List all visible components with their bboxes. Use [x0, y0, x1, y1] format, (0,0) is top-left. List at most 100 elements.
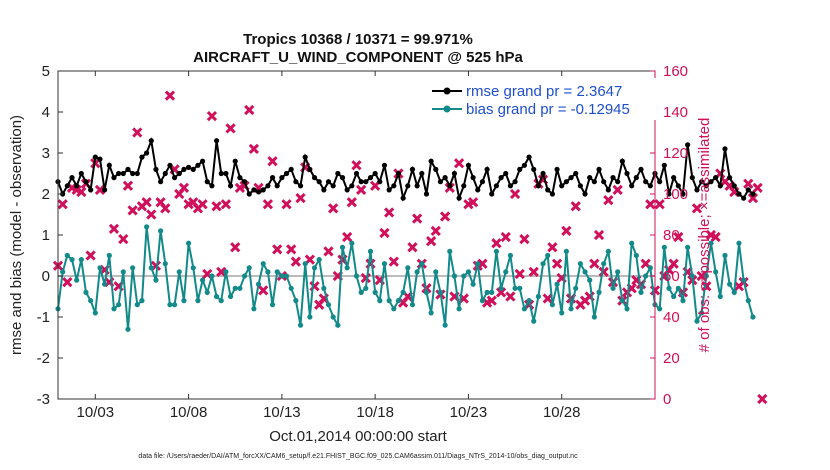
obs-assimilated-marker [528, 266, 539, 278]
obs-x-core [639, 282, 644, 287]
rmse-point [69, 175, 75, 181]
bias-point [283, 273, 290, 279]
obs-assimilated-marker [412, 213, 423, 224]
bias-point [251, 306, 257, 312]
bias-point [64, 252, 70, 259]
bias-point [680, 298, 686, 304]
obs-assimilated-marker [206, 110, 218, 122]
bias-point [643, 273, 649, 279]
rmse-point [680, 191, 686, 197]
bias-point [610, 285, 616, 291]
bias-point [125, 326, 131, 332]
obs-x-core [503, 235, 508, 240]
obs-assimilated-marker [127, 205, 138, 216]
obs-x-core [284, 202, 289, 207]
obs-assimilated-marker [370, 180, 381, 191]
rmse-point [153, 166, 159, 172]
y2-tick-label: 20 [663, 350, 680, 367]
obs-assimilated-marker [178, 182, 190, 193]
rmse-point [619, 158, 625, 164]
bias-point [223, 269, 229, 275]
bias-point [372, 289, 378, 295]
bias-point [92, 310, 98, 316]
obs-x-core [368, 261, 373, 266]
rmse-point [269, 175, 276, 181]
obs-assimilated-marker [220, 199, 232, 210]
obs-x-core [597, 233, 602, 237]
obs-x-core [326, 249, 331, 254]
obs-assimilated-marker [561, 225, 572, 237]
rmse-point [241, 179, 248, 185]
rmse-point [246, 191, 252, 197]
rmse-point [624, 170, 630, 177]
obs-x-core [209, 114, 214, 119]
rmse-point [293, 179, 299, 185]
bias-point [717, 293, 723, 300]
bias-point [507, 252, 514, 259]
rmse-point [745, 187, 751, 193]
rmse-point [144, 150, 150, 156]
rmse-point [699, 179, 705, 185]
obs-x-core [443, 214, 448, 219]
obs-x-core [727, 183, 732, 188]
obs-assimilated-marker [248, 143, 260, 155]
obs-assimilated-marker [640, 258, 651, 269]
bias-point [633, 252, 639, 259]
rmse-point [717, 183, 723, 189]
obs-x-core [181, 185, 186, 190]
obs-x-core [750, 196, 755, 201]
obs-x-core [275, 247, 280, 252]
obs-x-core [69, 185, 74, 190]
bias-point [381, 261, 388, 267]
bias-point [218, 298, 224, 304]
rmse-point [465, 162, 472, 168]
rmse-point [591, 179, 597, 185]
rmse-series [55, 136, 756, 202]
rmse-point [447, 183, 453, 189]
bias-point [391, 306, 397, 312]
bias-point [470, 281, 476, 287]
y2-tick-label: 140 [663, 104, 688, 121]
y-tick-label: 1 [42, 227, 50, 244]
obs-assimilated-marker [612, 184, 623, 196]
bias-point [144, 224, 150, 230]
rmse-point [638, 166, 644, 172]
bias-point [675, 285, 681, 291]
obs-assimilated-marker [593, 229, 605, 241]
obs-assimilated-marker [346, 197, 357, 208]
bias-point [195, 298, 201, 304]
y-tick-label: -1 [37, 309, 50, 326]
rmse-point [493, 183, 500, 189]
bias-point [619, 298, 625, 304]
obs-x-core [144, 200, 149, 205]
bias-point [199, 277, 206, 283]
bias-point [353, 273, 360, 279]
rmse-point [172, 175, 178, 181]
rmse-point [139, 154, 145, 160]
rmse-point [601, 179, 607, 185]
obs-assimilated-marker [477, 258, 488, 269]
rmse-point [251, 187, 257, 193]
bias-point [624, 306, 630, 312]
obs-x-core [643, 261, 648, 266]
bias-point [465, 269, 472, 275]
obs-x-core [265, 202, 270, 207]
obs-assimilated-marker [258, 285, 269, 296]
obs-assimilated-marker [603, 195, 614, 206]
rmse-point [498, 175, 504, 181]
rmse-point [629, 183, 635, 189]
rmse-point [120, 170, 126, 177]
obs-x-core [466, 202, 471, 207]
obs-x-core [163, 206, 168, 211]
rmse-point [685, 142, 691, 148]
obs-x-core [583, 298, 588, 303]
rmse-point [176, 170, 182, 177]
rmse-point [694, 187, 700, 193]
bias-point [587, 277, 593, 283]
obs-x-core [662, 274, 667, 278]
obs-x-core [233, 245, 238, 250]
bias-point [629, 240, 635, 246]
obs-x-core [573, 204, 578, 209]
obs-x-core [345, 235, 350, 240]
bias-point [615, 269, 621, 275]
